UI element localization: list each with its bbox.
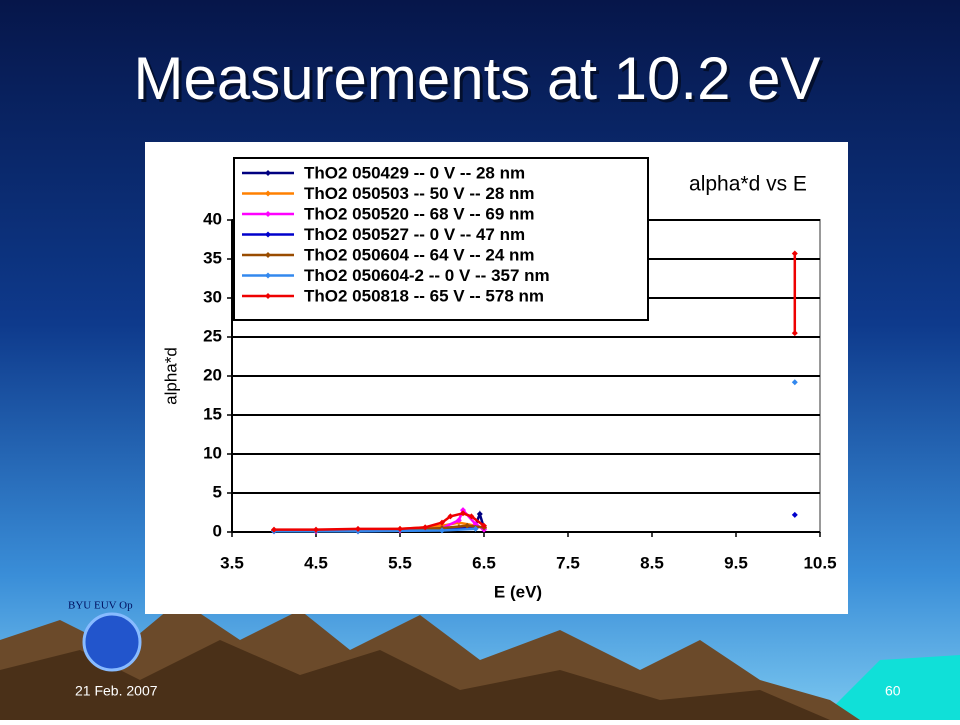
- legend-marker: [265, 231, 271, 238]
- x-tick-label: 8.5: [640, 553, 664, 572]
- x-tick-label: 5.5: [388, 553, 412, 572]
- marker: [422, 524, 429, 531]
- marker: [468, 513, 475, 520]
- marker: [791, 511, 798, 518]
- footer-date: 21 Feb. 2007: [75, 683, 158, 699]
- marker: [397, 525, 403, 532]
- y-tick-label: 20: [203, 365, 222, 384]
- legend: ThO2 050429 -- 0 V -- 28 nm ThO2 050503 -…: [233, 157, 649, 321]
- marker: [460, 510, 466, 517]
- legend-marker: [265, 252, 271, 258]
- slide-title: Measurements at 10.2 eV: [133, 45, 820, 112]
- y-axis-label: alpha*d: [161, 347, 180, 405]
- legend-marker: [265, 211, 271, 217]
- legend-marker: [265, 190, 271, 197]
- logo-text: BYU EUV Op: [68, 600, 133, 612]
- marker: [455, 517, 462, 524]
- chart-title: alpha*d vs E: [689, 173, 807, 196]
- y-tick-label: 35: [203, 248, 222, 267]
- mountains-front: [0, 640, 830, 720]
- legend-label: ThO2 050429 -- 0 V -- 28 nm: [304, 163, 525, 182]
- marker: [460, 507, 466, 514]
- legend-marker: [265, 170, 271, 176]
- x-tick-label: 3.5: [220, 553, 244, 572]
- legend-label: ThO2 050520 -- 68 V -- 69 nm: [304, 204, 535, 223]
- legend-label: ThO2 050527 -- 0 V -- 47 nm: [304, 225, 525, 244]
- y-tick-label: 25: [203, 326, 222, 345]
- y-tick-label: 30: [203, 287, 222, 306]
- y-tick-label: 10: [203, 443, 222, 462]
- y-tick-label: 40: [203, 209, 222, 228]
- y-tick-label: 5: [213, 482, 222, 501]
- slide-title-shadow: Measurements at 10.2 eV: [136, 48, 823, 115]
- x-tick-label: 4.5: [304, 553, 328, 572]
- logo: [82, 612, 142, 672]
- legend-label: ThO2 050503 -- 50 V -- 28 nm: [304, 184, 535, 203]
- marker: [481, 522, 487, 529]
- marker: [313, 526, 319, 533]
- legend-marker: [265, 272, 271, 279]
- marker: [791, 379, 798, 386]
- x-tick-label: 10.5: [803, 553, 836, 572]
- legend-label: ThO2 050818 -- 65 V -- 578 nm: [304, 286, 544, 305]
- marker: [271, 526, 277, 533]
- x-tick-label: 9.5: [724, 553, 748, 572]
- legend-box: [233, 157, 649, 321]
- marker: [791, 330, 798, 337]
- marker: [791, 250, 798, 257]
- water: [820, 655, 960, 720]
- marker: [476, 511, 483, 518]
- marker: [355, 525, 361, 532]
- legend-marker: [265, 293, 271, 299]
- page-number: 60: [885, 683, 901, 699]
- marker: [472, 525, 479, 532]
- series-line: [274, 511, 485, 531]
- marker: [447, 513, 454, 520]
- x-tick-label: 6.5: [472, 553, 496, 572]
- marker: [464, 522, 471, 529]
- legend-label: ThO2 050604-2 -- 0 V -- 357 nm: [304, 266, 550, 285]
- legend-label: ThO2 050604 -- 64 V -- 24 nm: [304, 245, 535, 264]
- y-tick-label: 0: [213, 521, 222, 540]
- x-axis-label: E (eV): [494, 582, 542, 601]
- y-tick-label: 15: [203, 404, 222, 423]
- marker: [439, 519, 445, 526]
- marker: [439, 527, 445, 534]
- x-tick-label: 7.5: [556, 553, 580, 572]
